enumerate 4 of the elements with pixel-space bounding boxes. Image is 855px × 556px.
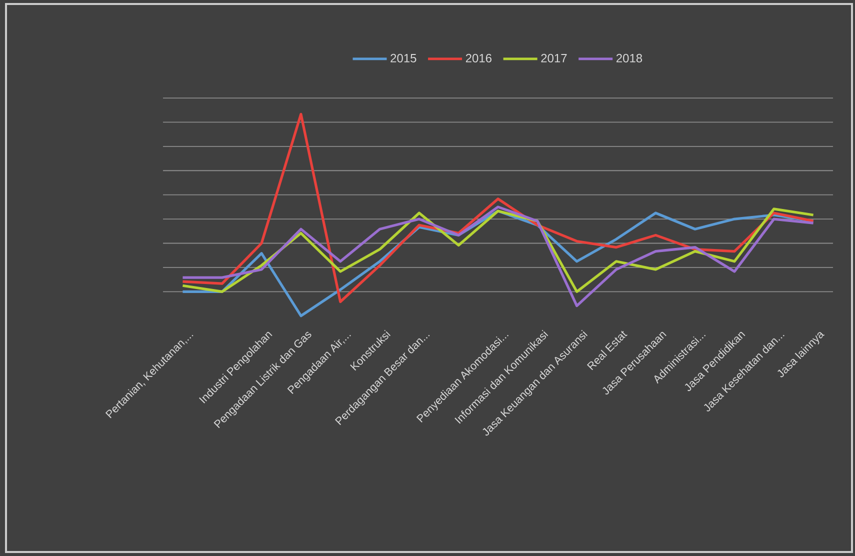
legend-label: 2015 xyxy=(390,54,416,62)
legend-label: 2016 xyxy=(466,54,492,62)
legend-label: 2018 xyxy=(616,54,642,62)
legend-label: 2017 xyxy=(541,54,567,62)
